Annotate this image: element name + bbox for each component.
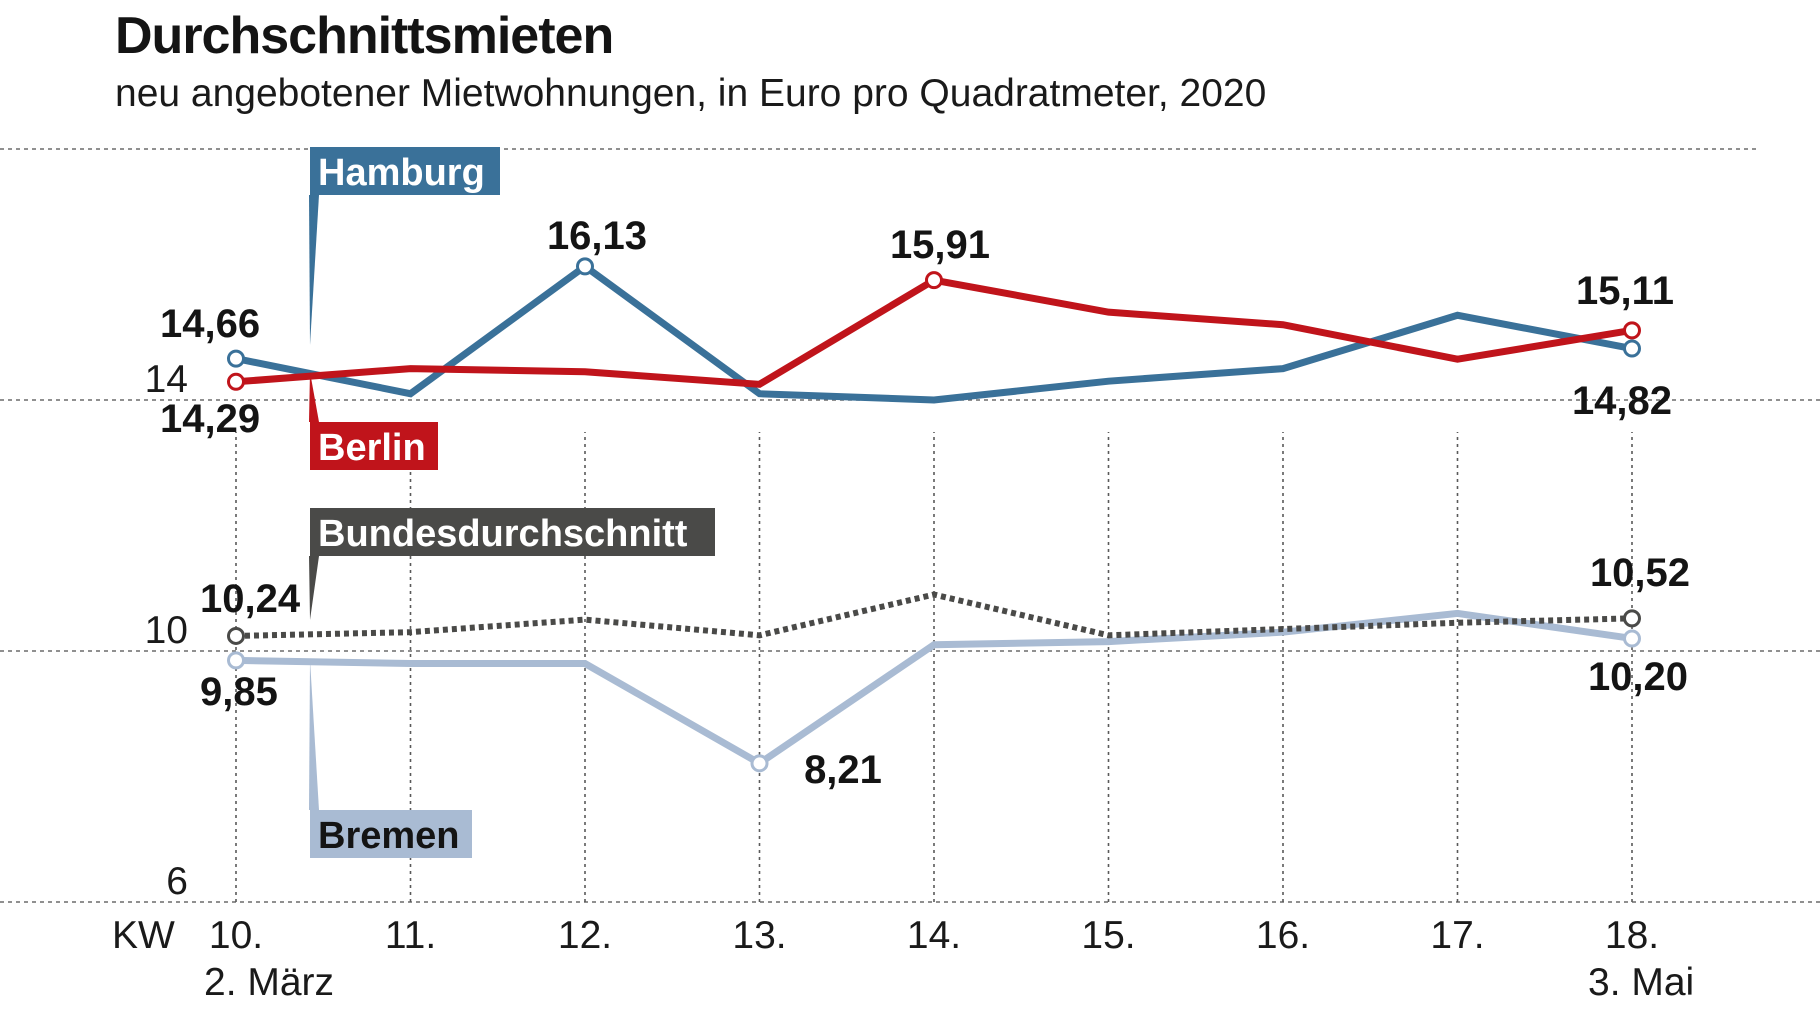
series-tag <box>310 810 472 858</box>
grid <box>0 148 1820 903</box>
series-tag-label: Hamburg <box>318 152 485 194</box>
data-point-marker <box>227 349 245 368</box>
xtick-label: 10. <box>209 914 263 957</box>
xtick-label: 16. <box>1256 914 1310 957</box>
xtick-label: 18. <box>1605 914 1659 957</box>
series-tag-label: Bremen <box>318 815 460 857</box>
endpoint-markers <box>227 257 1641 773</box>
data-label: 8,21 <box>804 748 882 792</box>
tag-leader <box>309 195 319 345</box>
data-label: 14,82 <box>1572 379 1672 423</box>
data-point-marker <box>1623 321 1641 340</box>
series-line <box>235 262 1633 404</box>
series-tag <box>310 147 500 195</box>
tag-leader <box>309 660 319 810</box>
xtick-sublabel: 3. Mai <box>1588 961 1694 1004</box>
data-point-marker <box>925 271 943 290</box>
series-tags: Bremen Bundesdurchschnitt Hamburg Berlin <box>309 147 715 858</box>
value-labels: 14,66 14,29 16,13 15,91 15,11 14,82 10,24 9,85 8… <box>160 214 1690 792</box>
series-line <box>235 591 1633 639</box>
ytick-label: 6 <box>166 860 188 903</box>
tag-leader <box>309 372 319 422</box>
chart-title: Durchschnittsmieten <box>115 7 614 65</box>
xtick-sublabel: 2. März <box>204 961 334 1004</box>
xtick-label: 14. <box>907 914 961 957</box>
data-point-marker <box>750 754 769 773</box>
tag-leader <box>309 556 319 620</box>
data-label: 14,29 <box>160 397 260 441</box>
series-tag <box>310 422 438 470</box>
x-axis-title: KW <box>112 914 175 957</box>
data-label: 15,11 <box>1576 269 1674 313</box>
data-point-marker <box>576 257 594 276</box>
data-point-marker <box>1623 339 1641 358</box>
data-label: 15,91 <box>890 223 990 267</box>
chart-subtitle: neu angebotener Mietwohnungen, in Euro p… <box>115 72 1267 115</box>
series-tag-label: Bundesdurchschnitt <box>318 513 688 555</box>
data-label: 16,13 <box>547 214 647 258</box>
xtick-label: 13. <box>732 914 786 957</box>
xtick-label: 12. <box>558 914 612 957</box>
xtick-label: 15. <box>1081 914 1135 957</box>
series-tag-label: Berlin <box>318 427 426 469</box>
data-label: 10,52 <box>1590 551 1690 595</box>
data-label: 14,66 <box>160 302 260 346</box>
xtick-label: 11. <box>385 914 436 957</box>
axes: 6 10 14 KW 10.2. März 11. 12. 13. 14. 15. 16. 17. 18… <box>112 358 1694 1004</box>
data-label: 9,85 <box>200 670 278 714</box>
data-point-marker <box>227 651 245 670</box>
series-tag <box>310 508 715 556</box>
data-label: 10,24 <box>200 577 301 621</box>
ytick-label: 14 <box>145 358 188 401</box>
series-line <box>235 276 1633 388</box>
data-point-marker <box>1623 609 1641 628</box>
ytick-label: 10 <box>145 609 188 652</box>
xtick-label: 17. <box>1430 914 1484 957</box>
data-point-marker <box>227 372 245 391</box>
data-point-marker <box>227 626 245 645</box>
data-point-marker <box>1623 629 1641 648</box>
data-label: 10,20 <box>1588 655 1688 699</box>
series-line <box>235 609 1633 768</box>
